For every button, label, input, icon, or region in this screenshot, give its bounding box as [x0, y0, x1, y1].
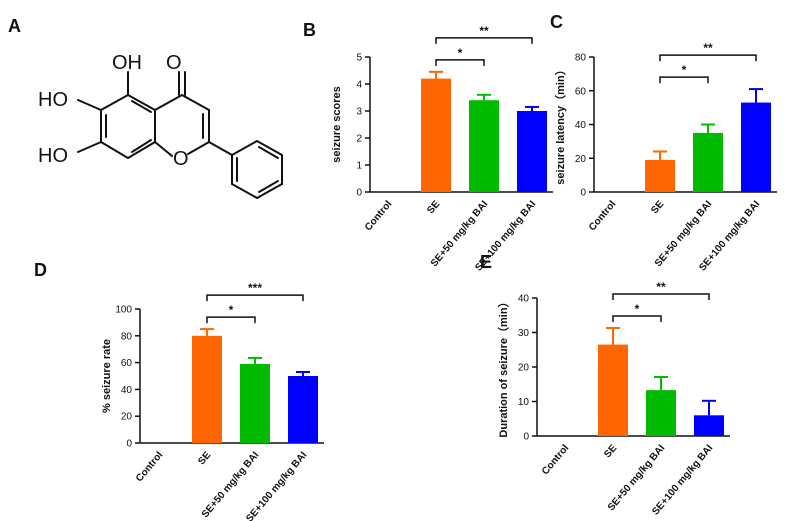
b-bar-1	[421, 78, 451, 192]
c-category-label-0: Control	[587, 199, 618, 233]
b-y-axis-title: seizure scores	[331, 86, 343, 162]
d-bar-2	[240, 363, 270, 443]
d-significance-bracket-1	[206, 294, 304, 302]
c-significance-bracket-0	[659, 76, 709, 84]
c-category-label-1: SE	[649, 199, 666, 217]
e-y-tick-label: 0	[523, 432, 529, 443]
b-y-tick-label: 4	[356, 80, 362, 91]
b-category-label-1: SE	[425, 199, 442, 217]
hydroxyl-left-lower: HO	[38, 145, 68, 167]
d-significance-label-0: *	[229, 303, 234, 317]
d-category-label-0: Control	[134, 450, 165, 484]
e-bar-1	[598, 344, 628, 436]
panel-e-label: E	[480, 252, 492, 272]
d-y-tick-label: 40	[121, 385, 133, 396]
b-y-tick-label: 5	[356, 53, 362, 64]
b-category-label-0: Control	[363, 199, 394, 233]
d-significance-bracket-0	[206, 316, 256, 324]
d-significance-label-1: ***	[248, 281, 262, 295]
b-bar-3	[517, 111, 547, 192]
c-y-tick-label: 20	[575, 154, 587, 165]
d-bar-3	[288, 376, 318, 443]
c-y-tick-label: 60	[575, 86, 587, 97]
d-category-label-1: SE	[196, 450, 213, 468]
baicalein-molecule-icon	[77, 71, 283, 199]
hydroxyl-top: OH	[112, 52, 142, 74]
c-significance-label-0: *	[682, 63, 687, 77]
chart-e-seizure-duration: 0 10 20 30 40 Duration of seizure（min） Control…	[497, 280, 730, 517]
b-y-tick-label: 2	[356, 134, 362, 145]
b-y-tick-label: 0	[356, 188, 362, 199]
panel-a-label: A	[8, 16, 21, 36]
c-bar-3	[741, 102, 771, 192]
c-significance-bracket-1	[659, 54, 757, 62]
c-y-tick-label: 80	[575, 53, 587, 64]
e-category-label-1: SE	[602, 443, 619, 461]
e-significance-label-1: **	[656, 280, 666, 294]
d-y-tick-label: 20	[121, 412, 133, 423]
panel-b-label: B	[303, 20, 316, 40]
e-significance-bracket-1	[612, 293, 710, 301]
b-significance-bracket-1	[435, 37, 533, 44]
e-significance-label-0: *	[635, 302, 640, 316]
d-y-axis-title: % seizure rate	[101, 339, 113, 413]
e-category-label-0: Control	[540, 443, 571, 477]
b-y-tick-label: 3	[356, 107, 362, 118]
carbonyl-oxygen: O	[166, 52, 182, 74]
e-bar-2	[646, 390, 676, 436]
panel-c-label: C	[550, 12, 563, 32]
ring-oxygen: O	[173, 148, 189, 170]
panel-d-label: D	[34, 260, 47, 280]
c-bar-2	[693, 132, 723, 192]
panel-a-structure: A	[8, 16, 283, 199]
hydroxyl-left-upper: HO	[38, 89, 68, 111]
e-bar-3	[694, 415, 724, 436]
e-y-tick-label: 20	[518, 363, 530, 374]
d-y-tick-label: 100	[115, 305, 132, 316]
c-y-axis-title: seizure latency（min）	[554, 64, 567, 184]
c-bar-1	[645, 159, 675, 192]
e-y-axis-title: Duration of seizure（min）	[497, 296, 510, 437]
e-significance-bracket-0	[612, 315, 662, 323]
c-y-tick-label: 40	[575, 120, 587, 131]
d-y-tick-label: 80	[121, 331, 133, 342]
c-y-tick-label: 0	[580, 188, 586, 199]
b-significance-label-1: **	[479, 24, 489, 38]
b-bar-2	[469, 100, 499, 192]
b-y-tick-label: 1	[356, 161, 362, 172]
d-y-tick-label: 60	[121, 358, 133, 369]
d-y-tick-label: 0	[126, 439, 132, 450]
b-significance-bracket-0	[435, 59, 485, 66]
b-significance-label-0: *	[458, 46, 463, 60]
e-y-tick-label: 40	[518, 294, 530, 305]
d-bar-1	[192, 335, 222, 443]
e-y-tick-label: 10	[518, 397, 530, 408]
e-y-tick-label: 30	[518, 328, 530, 339]
c-significance-label-1: **	[703, 41, 713, 55]
